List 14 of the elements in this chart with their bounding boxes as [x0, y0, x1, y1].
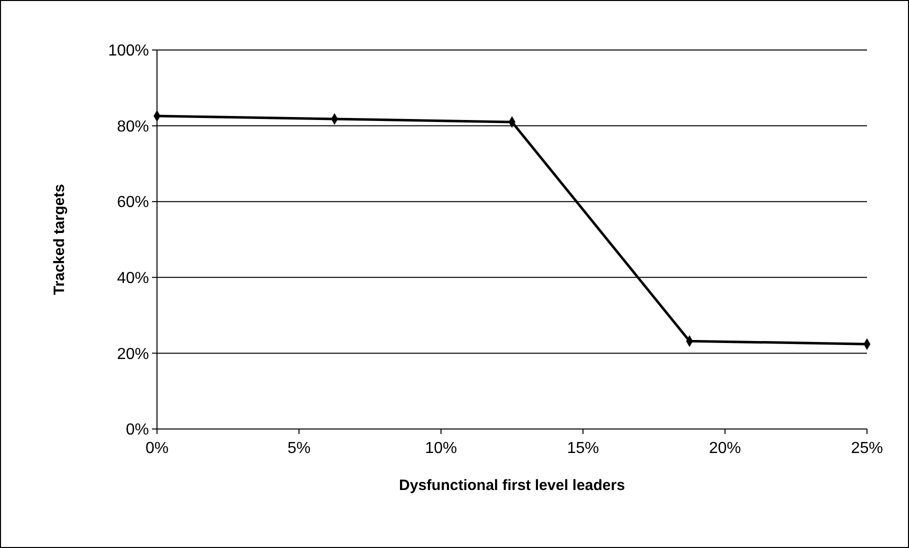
y-tick-label: 80%: [116, 118, 149, 136]
y-tick-label: 0%: [126, 422, 149, 439]
x-tick-label: 15%: [566, 440, 600, 457]
y-tick-label: 40%: [116, 270, 149, 287]
y-tick-label: 60%: [116, 194, 149, 212]
x-tick-label: 10%: [424, 440, 458, 457]
y-axis-title: Tracked targets: [51, 184, 68, 295]
x-axis-title: Dysfunctional first level leaders: [399, 477, 625, 494]
x-tick-label: 5%: [287, 440, 311, 457]
x-tick-label: 0%: [145, 440, 169, 457]
y-tick-label: 20%: [116, 346, 149, 363]
y-tick-label: 100%: [108, 42, 149, 60]
x-tick-label: 20%: [708, 440, 742, 457]
x-tick-label: 25%: [850, 440, 884, 457]
